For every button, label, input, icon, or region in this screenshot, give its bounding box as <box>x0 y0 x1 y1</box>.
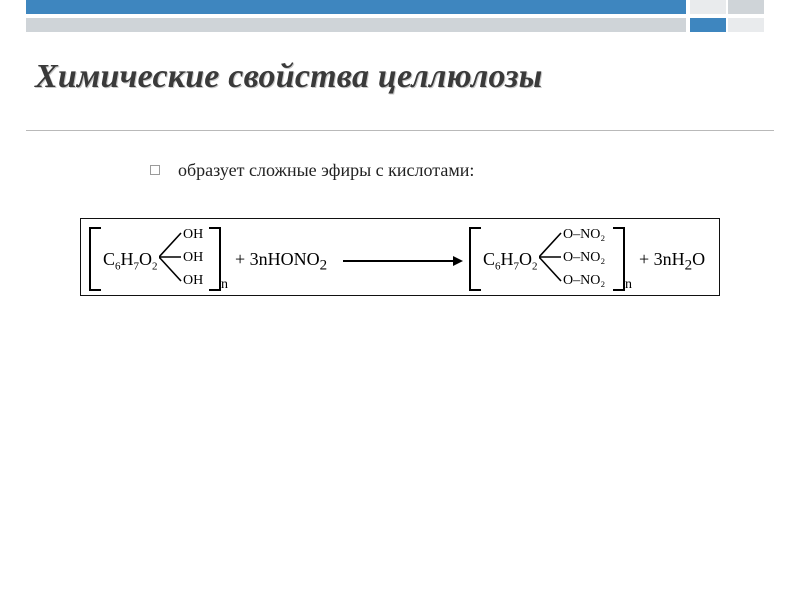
right-arm-1: O–NO₂ <box>563 227 605 243</box>
accent-seg <box>728 0 764 14</box>
equation-box: C6H7O2 OH OH OH n + 3nHONO2 C6H7O2 <box>80 218 720 296</box>
accent-seg <box>690 0 726 14</box>
plus-reagent-text: + 3nHONO <box>235 249 320 269</box>
left-arm-2: OH <box>183 250 203 266</box>
left-bracket-open <box>89 227 101 291</box>
right-wedge-icon <box>539 229 565 285</box>
right-bracket-open <box>469 227 481 291</box>
left-poly-n: n <box>221 277 228 293</box>
left-wedge-icon <box>159 229 185 285</box>
title-underline <box>26 130 774 131</box>
top-accent-row-1 <box>0 0 800 14</box>
equation-inner: C6H7O2 OH OH OH n + 3nHONO2 C6H7O2 <box>81 219 719 295</box>
left-arm-3: OH <box>183 273 203 289</box>
accent-seg <box>26 18 686 32</box>
plus-product-tail: O <box>692 249 705 269</box>
left-arm-1: OH <box>183 227 203 243</box>
bullet-label: образует сложные эфиры с кислотами: <box>178 160 474 180</box>
plus-product: + 3nH2O <box>639 249 705 275</box>
right-arm-2: O–NO₂ <box>563 250 605 266</box>
left-core-formula: C6H7O2 <box>103 249 158 273</box>
accent-seg <box>690 18 726 32</box>
bullet-square-icon <box>150 165 160 175</box>
slide-title: Химические свойства целлюлозы <box>35 58 543 96</box>
left-bracket-close <box>209 227 221 291</box>
bullet-text: образует сложные эфиры с кислотами: <box>150 160 474 181</box>
accent-seg <box>26 0 686 14</box>
right-core-formula: C6H7O2 <box>483 249 538 273</box>
plus-reagent-sub: 2 <box>320 258 328 274</box>
right-poly-n: n <box>625 277 632 293</box>
right-bracket-close <box>613 227 625 291</box>
plus-reagent: + 3nHONO2 <box>235 249 327 275</box>
accent-seg <box>728 18 764 32</box>
right-arm-3: O–NO₂ <box>563 273 605 289</box>
slide: Химические свойства целлюлозы образует с… <box>0 0 800 600</box>
plus-product-text: + 3nH <box>639 249 685 269</box>
top-accent-row-2 <box>0 18 800 32</box>
reaction-arrow-icon <box>343 255 463 267</box>
